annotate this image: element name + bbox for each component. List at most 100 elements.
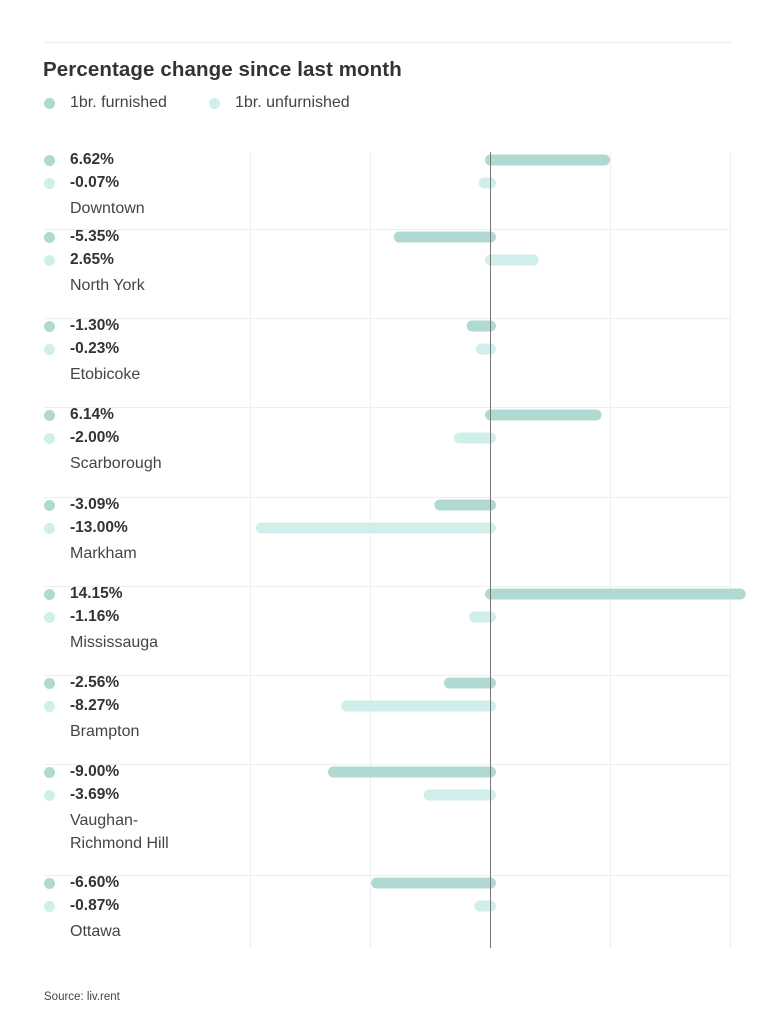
category-label: Markham [70,544,137,562]
value-line: 6.14% [44,404,162,427]
data-label: -0.07% [70,174,120,191]
value-line: -2.56% [44,672,139,695]
bar-furnished [443,677,496,689]
row-label-group: -2.56% -8.27% Brampton [44,672,139,743]
source-note: Source: liv.rent [44,991,120,1003]
data-label: -2.00% [70,429,120,446]
value-line: -3.69% [44,784,169,807]
row-label-group: -9.00% -3.69% Vaughan- Richmond Hill [44,761,169,855]
bar-furnished [466,320,496,332]
legend: 1br. furnished 1br. unfurnished [44,94,392,112]
value-line: -9.00% [44,761,169,784]
bar-unfurnished [469,611,496,623]
data-label: 6.14% [70,406,114,423]
series-dot-icon [44,409,55,421]
data-label: -5.35% [70,228,120,245]
value-line: 6.62% [44,149,145,172]
series-dot-icon [44,522,55,534]
series-dot-icon [44,432,55,444]
category-label: North York [70,276,145,294]
legend-item-unfurnished: 1br. unfurnished [208,94,350,112]
value-line: -5.35% [44,226,145,249]
data-label: -9.00% [70,763,120,780]
series-dot-icon [44,766,55,778]
value-line: -0.07% [44,172,145,195]
series-dot-icon [44,231,55,243]
data-label: 6.62% [70,151,114,168]
bar-furnished [393,231,496,243]
bar-furnished [328,766,496,778]
category-label: Downtown [70,199,145,217]
value-line: -1.30% [44,315,140,338]
series-dot-icon [44,900,55,912]
series-dot-icon [44,499,55,511]
series-dot-icon [44,789,55,801]
legend-swatch-unfurnished [208,97,220,109]
value-line: -3.09% [44,494,137,517]
category-label: Scarborough [70,454,162,472]
data-label: -3.09% [70,496,120,513]
data-label: -1.16% [70,608,120,625]
data-label: -2.56% [70,674,120,691]
row-label-group: 6.62% -0.07% Downtown [44,149,145,220]
legend-item-furnished: 1br. furnished [44,94,167,112]
series-dot-icon [44,877,55,889]
series-dot-icon [44,611,55,623]
bar-furnished [371,877,496,889]
data-label: -13.00% [70,519,128,536]
row-label-group: -5.35% 2.65% North York [44,226,145,297]
row-label-group: -1.30% -0.23% Etobicoke [44,315,140,386]
data-label: 14.15% [70,585,123,602]
category-label: Mississauga [70,633,159,651]
bar-unfurnished [423,789,496,801]
value-line: -1.16% [44,606,158,629]
value-line: -0.87% [44,895,121,918]
bar-furnished [485,409,602,421]
bar-furnished [434,499,496,511]
bar-unfurnished [256,522,496,534]
data-label: -1.30% [70,317,120,334]
data-label: -8.27% [70,697,120,714]
series-dot-icon [44,254,55,266]
legend-label-furnished: 1br. furnished [70,94,167,111]
value-line: -6.60% [44,872,121,895]
bar-unfurnished [485,254,539,266]
top-divider [44,42,732,43]
data-label: 2.65% [70,251,114,268]
series-dot-icon [44,154,55,166]
row-label-group: -6.60% -0.87% Ottawa [44,872,121,943]
series-dot-icon [44,588,55,600]
series-dot-icon [44,343,55,355]
bar-furnished [485,154,611,166]
series-dot-icon [44,177,55,189]
value-line: -0.23% [44,338,140,361]
series-dot-icon [44,320,55,332]
value-line: -8.27% [44,695,139,718]
bar-unfurnished [474,900,496,912]
bar-unfurnished [475,343,496,355]
data-label: -0.87% [70,897,120,914]
value-line: -13.00% [44,517,137,540]
row-label-group: 6.14% -2.00% Scarborough [44,404,162,475]
data-label: -0.23% [70,340,120,357]
value-line: -2.00% [44,427,162,450]
series-dot-icon [44,700,55,712]
data-label: -6.60% [70,874,120,891]
value-line: 14.15% [44,583,158,606]
bar-unfurnished [341,700,496,712]
legend-label-unfurnished: 1br. unfurnished [234,94,350,111]
bar-unfurnished [454,432,496,444]
data-label: -3.69% [70,786,120,803]
chart-title: Percentage change since last month [43,58,402,81]
legend-swatch-furnished [44,97,55,109]
row-label-group: -3.09% -13.00% Markham [44,494,137,565]
bar-furnished [485,588,746,600]
row-label-group: 14.15% -1.16% Mississauga [44,583,158,654]
value-line: 2.65% [44,249,145,272]
category-label: Etobicoke [70,365,141,383]
category-label: Brampton [70,722,140,740]
category-label: Ottawa [70,922,121,940]
category-label: Vaughan- Richmond Hill [70,811,169,852]
bar-unfurnished [478,177,496,189]
